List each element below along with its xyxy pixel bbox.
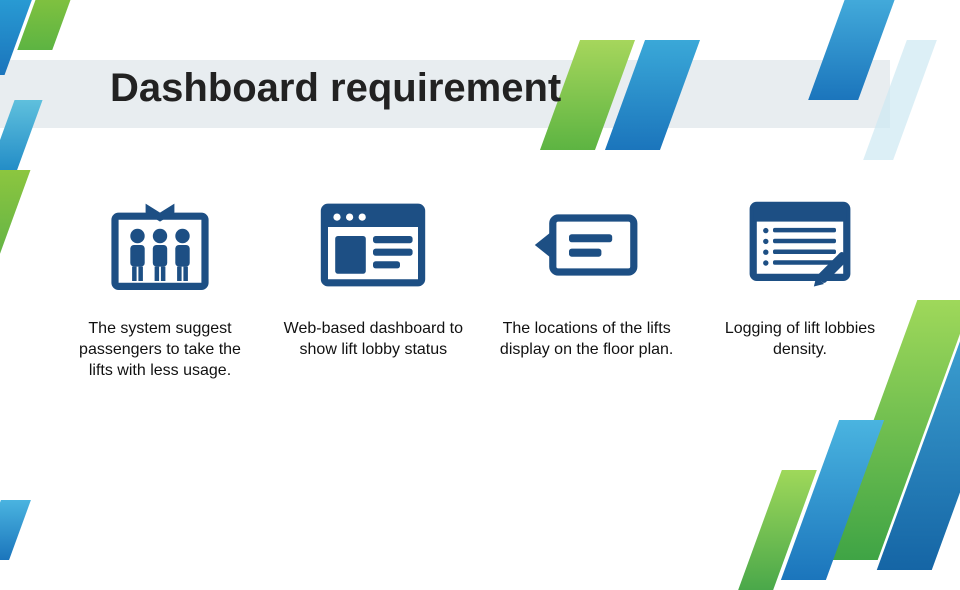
floor-plan-icon (532, 200, 642, 295)
stripe-bottom-left-blue (0, 500, 31, 560)
page-title: Dashboard requirement (110, 66, 561, 111)
feature-caption: The system suggest passengers to take th… (70, 319, 250, 381)
feature-log-list: Logging of lift lobbies density. (710, 200, 890, 381)
feature-row: The system suggest passengers to take th… (70, 200, 890, 381)
feature-caption: Logging of lift lobbies density. (710, 319, 890, 361)
web-dashboard-icon (318, 200, 428, 295)
log-list-icon (745, 200, 855, 295)
feature-web-dashboard: Web-based dashboard to show lift lobby s… (283, 200, 463, 381)
passengers-icon (105, 200, 215, 295)
feature-floor-plan: The locations of the lifts display on th… (497, 200, 677, 381)
feature-caption: The locations of the lifts display on th… (497, 319, 677, 361)
stripe-left-green (0, 170, 30, 310)
feature-passengers: The system suggest passengers to take th… (70, 200, 250, 381)
feature-caption: Web-based dashboard to show lift lobby s… (283, 319, 463, 361)
